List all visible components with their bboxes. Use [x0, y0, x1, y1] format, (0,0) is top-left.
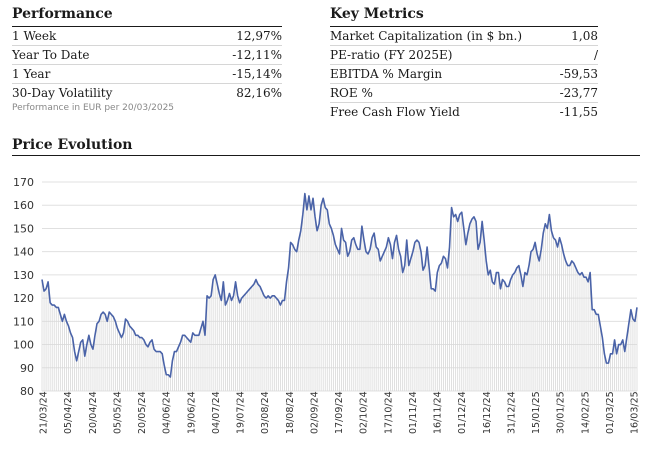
key-metrics-label: PE-ratio (FY 2025E) — [330, 48, 453, 62]
y-tick-label: 80 — [20, 385, 34, 398]
key-metrics-row: PE-ratio (FY 2025E) / — [330, 46, 598, 65]
performance-note: Performance in EUR per 20/03/2025 — [12, 103, 175, 113]
key-metrics-value: -23,77 — [559, 86, 598, 100]
performance-row: 30-Day Volatility 82,16% — [12, 84, 282, 102]
x-tick-label: 17/10/24 — [383, 391, 394, 434]
performance-value: -15,14% — [232, 67, 282, 81]
x-tick-label: 03/08/24 — [260, 391, 271, 434]
y-tick-label: 120 — [13, 292, 34, 305]
y-tick-label: 90 — [20, 362, 34, 375]
price-evolution-title: Price Evolution — [12, 137, 133, 153]
performance-rule — [12, 26, 282, 27]
x-tick-label: 02/09/24 — [309, 391, 320, 434]
x-tick-label: 04/06/24 — [162, 391, 173, 434]
key-metrics-value: 1,08 — [571, 29, 598, 43]
y-tick-label: 100 — [13, 339, 34, 352]
x-tick-label: 21/03/24 — [39, 391, 50, 434]
x-tick-label: 19/06/24 — [186, 391, 197, 434]
x-tick-label: 18/08/24 — [285, 391, 296, 434]
x-tick-label: 16/11/24 — [433, 391, 444, 434]
x-tick-label: 01/12/24 — [457, 391, 468, 434]
x-tick-label: 31/12/24 — [506, 391, 517, 434]
performance-row: 1 Week 12,97% — [12, 27, 282, 46]
x-tick-label: 01/11/24 — [408, 391, 419, 434]
key-metrics-label: EBITDA % Margin — [330, 67, 443, 81]
x-tick-label: 01/03/25 — [605, 391, 616, 434]
key-metrics-row: ROE % -23,77 — [330, 84, 598, 103]
x-tick-label: 15/01/25 — [531, 391, 542, 434]
price-evolution-rule — [12, 155, 640, 156]
x-tick-label: 02/10/24 — [359, 391, 370, 434]
x-tick-label: 04/07/24 — [211, 391, 222, 434]
x-tick-label: 16/03/25 — [630, 391, 641, 434]
x-tick-label: 19/07/24 — [236, 391, 247, 434]
x-tick-label: 17/09/24 — [334, 391, 345, 434]
performance-label: 30-Day Volatility — [12, 86, 113, 100]
performance-label: 1 Week — [12, 29, 57, 43]
key-metrics-row: Free Cash Flow Yield -11,55 — [330, 103, 598, 121]
performance-title: Performance — [12, 6, 113, 22]
key-metrics-value: -59,53 — [559, 67, 598, 81]
performance-row: 1 Year -15,14% — [12, 65, 282, 84]
y-tick-label: 140 — [13, 246, 34, 259]
key-metrics-row: EBITDA % Margin -59,53 — [330, 65, 598, 84]
x-tick-label: 30/01/25 — [556, 391, 567, 434]
key-metrics-value: -11,55 — [559, 105, 598, 119]
key-metrics-title: Key Metrics — [330, 6, 424, 22]
performance-value: -12,11% — [232, 48, 282, 62]
x-tick-label: 16/12/24 — [482, 391, 493, 434]
key-metrics-value: / — [593, 48, 598, 62]
y-tick-label: 170 — [13, 176, 34, 189]
key-metrics-rule — [330, 26, 598, 27]
x-tick-label: 05/05/24 — [112, 391, 123, 434]
key-metrics-label: ROE % — [330, 86, 373, 100]
x-tick-label: 20/04/24 — [88, 391, 99, 434]
performance-label: Year To Date — [12, 48, 90, 62]
price-series-line — [41, 192, 638, 378]
performance-value: 12,97% — [236, 29, 282, 43]
key-metrics-row: Market Capitalization (in $ bn.) 1,08 — [330, 27, 598, 46]
y-tick-label: 130 — [13, 269, 34, 282]
performance-label: 1 Year — [12, 67, 51, 81]
performance-value: 82,16% — [236, 86, 282, 100]
performance-row: Year To Date -12,11% — [12, 46, 282, 65]
y-tick-label: 160 — [13, 199, 34, 212]
y-tick-label: 110 — [13, 315, 34, 328]
y-tick-label: 150 — [13, 222, 34, 235]
x-tick-label: 05/04/24 — [63, 391, 74, 434]
x-tick-label: 14/02/25 — [580, 391, 591, 434]
key-metrics-label: Free Cash Flow Yield — [330, 105, 460, 119]
x-tick-label: 20/05/24 — [137, 391, 148, 434]
key-metrics-label: Market Capitalization (in $ bn.) — [330, 29, 523, 43]
